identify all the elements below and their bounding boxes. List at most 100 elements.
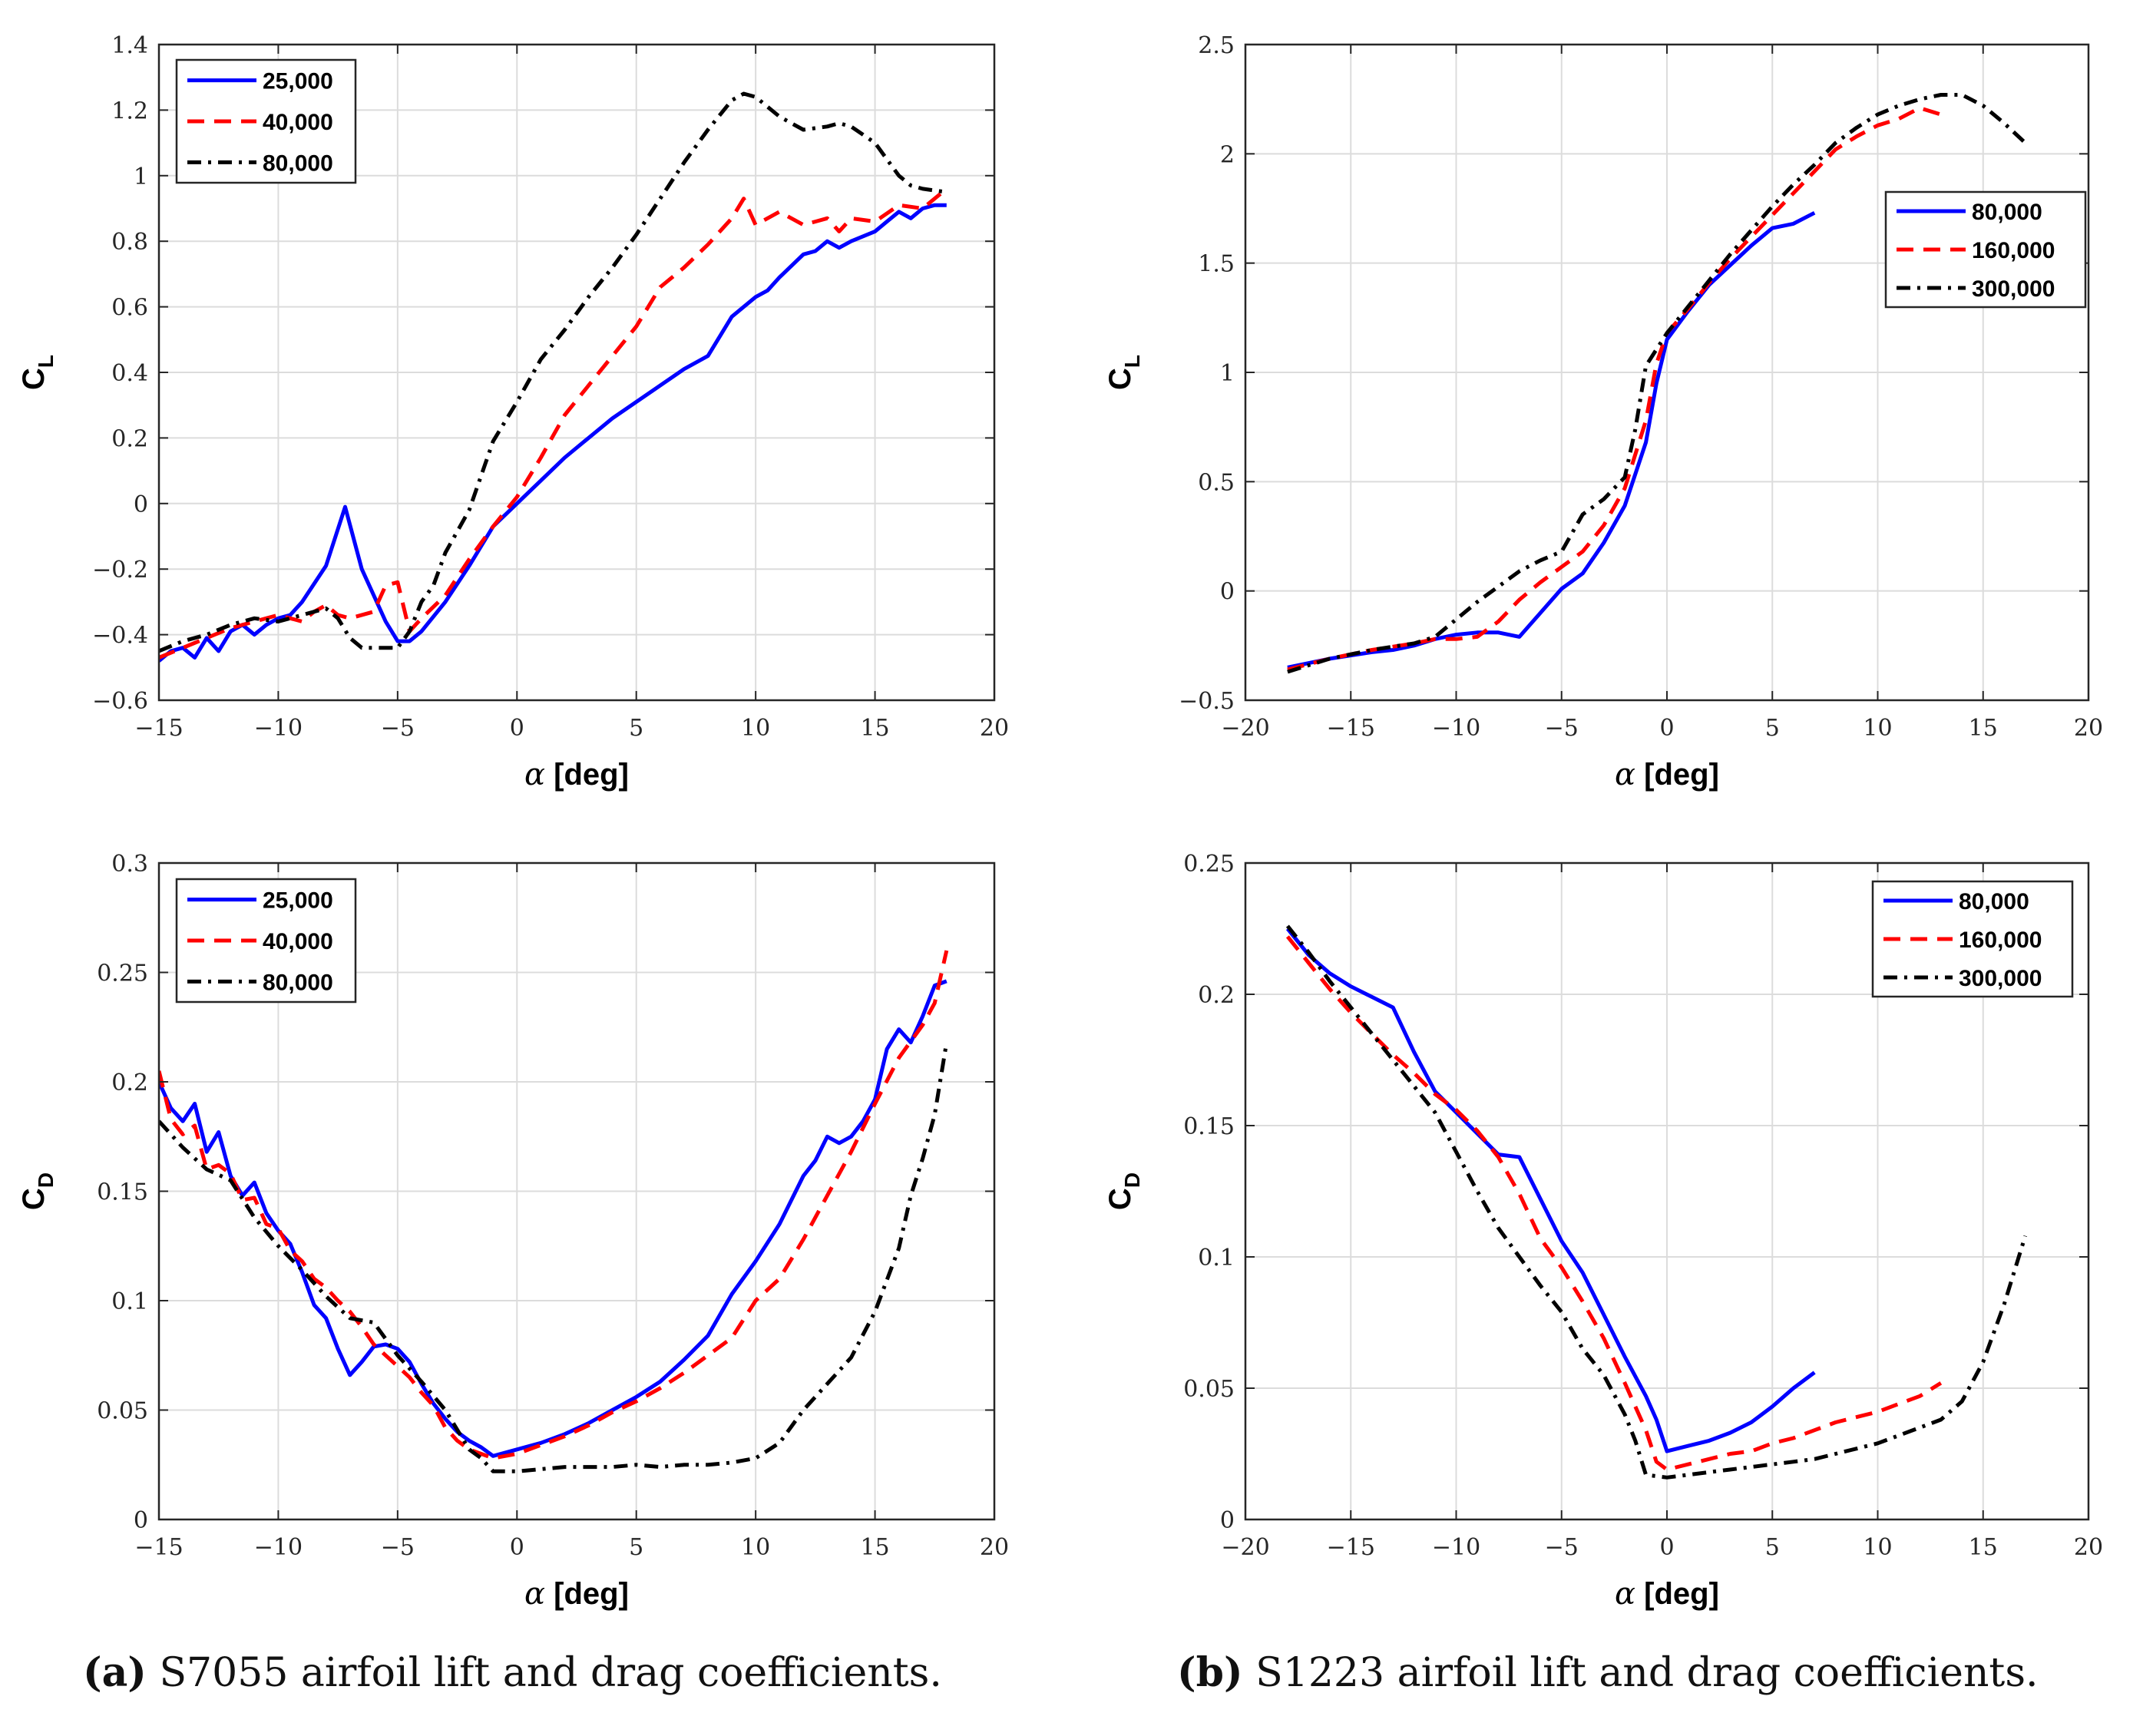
series-line-40000 [159, 187, 948, 660]
y-tick-label: 0 [1220, 1507, 1235, 1534]
legend-label: 40,000 [263, 929, 333, 954]
x-axis-label: α [deg] [524, 757, 629, 792]
legend-label: 300,000 [1959, 966, 2042, 991]
series-line-300000 [1287, 93, 2027, 674]
x-tick-label: 20 [2074, 1534, 2103, 1561]
series-line-80000 [159, 1042, 949, 1473]
x-tick-label: −15 [134, 715, 183, 742]
y-tick-label: 2.5 [1198, 32, 1235, 59]
chart-s1223-cd: −20 −15 −10 −5 0 5 10 15 20 0 0.05 0.1 0.15 0.2 0.25 α … [1103, 851, 2103, 1612]
y-tick-label: 1.5 [1198, 251, 1235, 278]
y-tick-label: 2 [1220, 141, 1235, 168]
legend-label: 25,000 [263, 888, 333, 914]
y-tick-label: 0 [134, 491, 148, 518]
y-tick-label: 0.6 [111, 295, 148, 322]
y-tick-label: 0.15 [97, 1179, 148, 1206]
y-tick-label: 0.05 [1183, 1376, 1235, 1403]
legend-label: 25,000 [263, 69, 333, 94]
series-line-160000 [1285, 935, 1943, 1472]
y-axis-label: CL [1103, 355, 1144, 390]
x-axis-label: α [deg] [1615, 757, 1719, 792]
legend-label: 160,000 [1959, 928, 2042, 953]
legend-label: 160,000 [1972, 238, 2055, 263]
series-line-80000 [1285, 927, 1816, 1453]
y-tick-label: 0.25 [1183, 851, 1235, 878]
y-tick-label: 0 [1220, 579, 1235, 606]
x-tick-label: −15 [134, 1534, 183, 1561]
y-tick-label: 1.4 [111, 32, 148, 59]
x-tick-label: 10 [741, 715, 770, 742]
x-tick-label: 20 [2074, 715, 2103, 742]
y-tick-label: 1.2 [111, 98, 148, 124]
x-tick-label: 10 [741, 1534, 770, 1561]
legend: 25,000 40,000 80,000 [175, 58, 357, 184]
x-tick-label: −5 [381, 1534, 415, 1561]
y-tick-label: −0.4 [92, 623, 148, 650]
y-tick-label: 0.2 [1198, 982, 1235, 1009]
x-axis-label: α [deg] [524, 1576, 629, 1612]
x-tick-label: 5 [629, 1534, 643, 1561]
legend-label: 80,000 [263, 150, 333, 176]
x-tick-label: 10 [1863, 1534, 1892, 1561]
x-tick-label: 0 [1659, 715, 1674, 742]
y-tick-label: 0.1 [111, 1288, 148, 1315]
y-tick-label: −0.6 [92, 688, 148, 715]
x-tick-label: 0 [510, 1534, 524, 1561]
legend-label: 80,000 [263, 970, 333, 995]
x-tick-label: −20 [1221, 715, 1269, 742]
x-tick-label: −15 [1327, 715, 1375, 742]
x-tick-label: 20 [980, 1534, 1009, 1561]
x-tick-label: −10 [1432, 1534, 1480, 1561]
x-tick-label: −20 [1221, 1534, 1269, 1561]
chart-s1223-cl: −20 −15 −10 −5 0 5 10 15 20 −0.5 0 0.5 1 1.5 2 2.5 α [de… [1103, 32, 2103, 792]
x-tick-label: 5 [1765, 715, 1780, 742]
x-tick-label: 20 [980, 715, 1009, 742]
chart-s7055-cd: −15 −10 −5 0 5 10 15 20 0 0.05 0.1 0.15 0.2 0.25 0.3 α … [17, 851, 1009, 1612]
x-tick-label: 15 [1969, 715, 1998, 742]
x-tick-label: 15 [860, 1534, 889, 1561]
series-line-160000 [1287, 106, 1942, 672]
caption-b-text: S1223 airfoil lift and drag coefficients… [1255, 1650, 2039, 1696]
y-tick-label: 0.1 [1198, 1245, 1235, 1271]
x-tick-label: −10 [254, 1534, 303, 1561]
y-axis-label: CL [17, 355, 58, 390]
y-tick-label: 0.8 [111, 229, 148, 256]
series-line-25000 [159, 979, 947, 1458]
y-tick-label: 0.3 [111, 851, 148, 878]
x-tick-label: 0 [1659, 1534, 1674, 1561]
legend-label: 300,000 [1972, 276, 2055, 302]
y-tick-label: −0.2 [92, 557, 148, 584]
caption-b-label: (b) [1177, 1649, 1243, 1696]
chart-s7055-cl: −15 −10 −5 0 5 10 15 20 −0.6 −0.4 −0.2 0 0.2 0.4 0.6 0.… [17, 32, 1009, 792]
legend-label: 80,000 [1959, 889, 2029, 914]
x-tick-label: 0 [510, 715, 524, 742]
y-tick-label: 0.5 [1198, 469, 1235, 496]
y-tick-label: 0.25 [97, 961, 148, 987]
y-tick-label: 1 [1220, 360, 1235, 387]
legend-label: 40,000 [263, 110, 333, 135]
y-tick-label: 0.15 [1183, 1113, 1235, 1140]
y-tick-label: 0 [134, 1507, 148, 1534]
caption-a-label: (a) [83, 1649, 147, 1696]
caption-a: (a) S7055 airfoil lift and drag coeffici… [83, 1649, 942, 1696]
y-tick-label: 1 [134, 164, 148, 190]
y-axis-label: CD [1103, 1172, 1144, 1210]
y-tick-label: 0.05 [97, 1398, 148, 1425]
legend: 80,000 160,000 300,000 [1884, 190, 2087, 309]
x-tick-label: −5 [1545, 1534, 1579, 1561]
legend: 80,000 160,000 300,000 [1871, 880, 2074, 998]
x-tick-label: 10 [1863, 715, 1892, 742]
x-tick-label: 15 [1969, 1534, 1998, 1561]
y-tick-label: 0.2 [111, 1070, 148, 1096]
x-tick-label: −10 [1432, 715, 1480, 742]
x-tick-label: 5 [629, 715, 643, 742]
x-axis-label: α [deg] [1615, 1576, 1719, 1612]
legend-label: 80,000 [1972, 200, 2042, 225]
x-tick-label: −5 [1545, 715, 1579, 742]
caption-a-text: S7055 airfoil lift and drag coefficients… [159, 1650, 942, 1696]
legend: 25,000 40,000 80,000 [175, 878, 357, 1004]
x-tick-label: 5 [1765, 1534, 1780, 1561]
series-line-25000 [159, 203, 947, 663]
y-tick-label: 0.4 [111, 360, 148, 387]
